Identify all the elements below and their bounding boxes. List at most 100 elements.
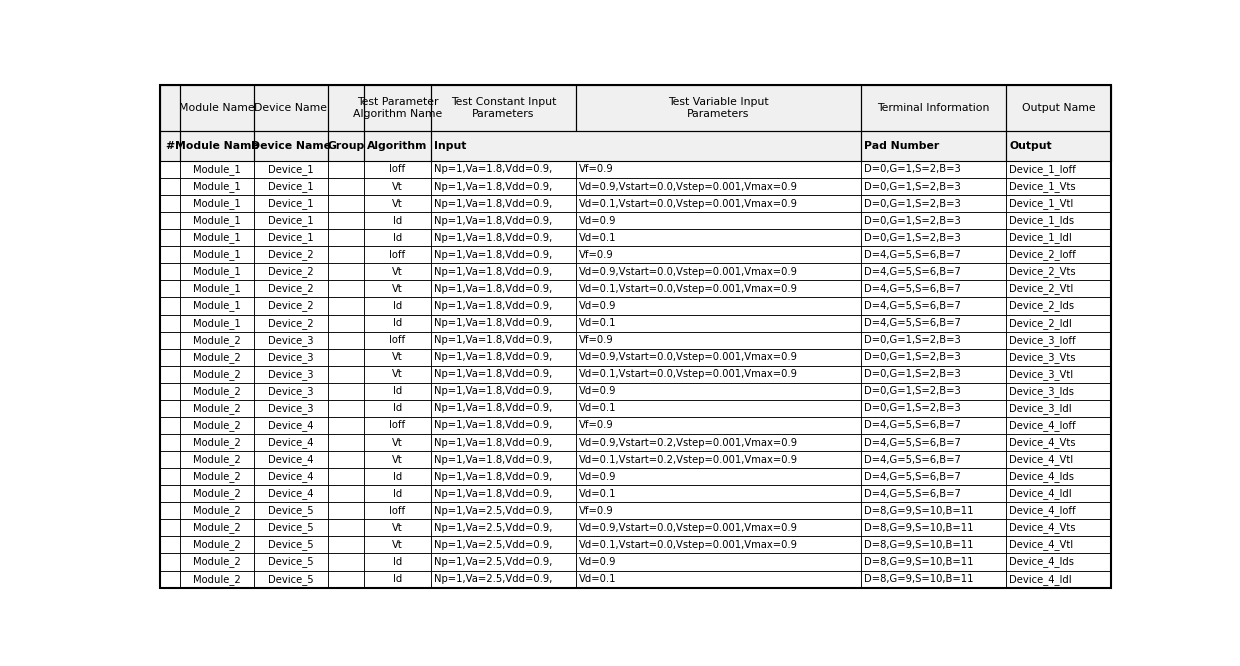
Bar bbox=[1006, 571, 1111, 587]
Bar bbox=[861, 571, 1006, 587]
Bar bbox=[181, 366, 254, 383]
Bar bbox=[254, 434, 327, 451]
Text: D=8,G=9,S=10,B=11: D=8,G=9,S=10,B=11 bbox=[864, 574, 973, 584]
Text: Id: Id bbox=[393, 216, 402, 226]
Bar bbox=[365, 417, 430, 434]
Bar bbox=[160, 519, 181, 536]
Text: Np=1,Va=1.8,Vdd=0.9,: Np=1,Va=1.8,Vdd=0.9, bbox=[434, 489, 552, 499]
Bar bbox=[430, 263, 577, 280]
Bar bbox=[577, 314, 861, 332]
Bar bbox=[254, 468, 327, 486]
Bar bbox=[430, 536, 577, 553]
Bar bbox=[1006, 280, 1111, 298]
Text: Module_1: Module_1 bbox=[193, 198, 241, 209]
Bar bbox=[365, 451, 430, 468]
Bar bbox=[1006, 263, 1111, 280]
Bar bbox=[861, 400, 1006, 417]
Text: Device_4_Ioff: Device_4_Ioff bbox=[1009, 505, 1075, 516]
Bar bbox=[254, 195, 327, 212]
Bar bbox=[430, 229, 577, 246]
Bar bbox=[254, 383, 327, 400]
Bar bbox=[577, 417, 861, 434]
Bar bbox=[181, 131, 254, 161]
Text: D=8,G=9,S=10,B=11: D=8,G=9,S=10,B=11 bbox=[864, 540, 973, 550]
Bar bbox=[181, 519, 254, 536]
Bar bbox=[327, 195, 365, 212]
Bar bbox=[1006, 85, 1111, 131]
Text: Device_5: Device_5 bbox=[268, 573, 314, 585]
Bar bbox=[365, 246, 430, 263]
Text: Device_4: Device_4 bbox=[268, 437, 314, 448]
Bar bbox=[181, 519, 254, 536]
Bar bbox=[327, 161, 365, 178]
Bar bbox=[254, 195, 327, 212]
Bar bbox=[181, 212, 254, 229]
Bar bbox=[365, 280, 430, 298]
Bar bbox=[430, 195, 577, 212]
Bar bbox=[327, 131, 365, 161]
Text: Module_1: Module_1 bbox=[193, 318, 241, 328]
Bar bbox=[577, 298, 861, 314]
Bar bbox=[577, 332, 861, 349]
Bar bbox=[577, 229, 861, 246]
Text: Vd=0.1: Vd=0.1 bbox=[579, 232, 616, 242]
Text: Device Name: Device Name bbox=[250, 141, 331, 151]
Bar bbox=[327, 263, 365, 280]
Bar bbox=[1006, 178, 1111, 195]
Text: Device_4_Idl: Device_4_Idl bbox=[1009, 488, 1071, 500]
Text: D=0,G=1,S=2,B=3: D=0,G=1,S=2,B=3 bbox=[864, 404, 961, 414]
Bar bbox=[1006, 195, 1111, 212]
Bar bbox=[861, 434, 1006, 451]
Bar bbox=[181, 229, 254, 246]
Bar bbox=[254, 298, 327, 314]
Bar bbox=[254, 434, 327, 451]
Bar bbox=[365, 85, 430, 131]
Bar bbox=[577, 434, 861, 451]
Bar bbox=[577, 263, 861, 280]
Bar bbox=[430, 434, 577, 451]
Text: Module_1: Module_1 bbox=[193, 181, 241, 192]
Bar bbox=[1006, 246, 1111, 263]
Bar bbox=[327, 212, 365, 229]
Bar bbox=[160, 383, 181, 400]
Bar bbox=[577, 314, 861, 332]
Text: D=4,G=5,S=6,B=7: D=4,G=5,S=6,B=7 bbox=[864, 489, 961, 499]
Text: D=0,G=1,S=2,B=3: D=0,G=1,S=2,B=3 bbox=[864, 182, 961, 192]
Bar bbox=[160, 178, 181, 195]
Text: D=0,G=1,S=2,B=3: D=0,G=1,S=2,B=3 bbox=[864, 232, 961, 242]
Bar bbox=[181, 571, 254, 587]
Bar bbox=[861, 298, 1006, 314]
Bar bbox=[160, 366, 181, 383]
Bar bbox=[327, 400, 365, 417]
Text: Module_1: Module_1 bbox=[193, 249, 241, 260]
Bar bbox=[365, 263, 430, 280]
Text: Np=1,Va=1.8,Vdd=0.9,: Np=1,Va=1.8,Vdd=0.9, bbox=[434, 420, 552, 430]
Text: Np=1,Va=1.8,Vdd=0.9,: Np=1,Va=1.8,Vdd=0.9, bbox=[434, 250, 552, 260]
Text: Vf=0.9: Vf=0.9 bbox=[579, 165, 614, 174]
Bar bbox=[254, 349, 327, 366]
Bar bbox=[181, 536, 254, 553]
Bar bbox=[160, 263, 181, 280]
Bar bbox=[861, 314, 1006, 332]
Text: Device Name: Device Name bbox=[254, 103, 327, 113]
Text: Module Name: Module Name bbox=[180, 103, 255, 113]
Text: Vd=0.1: Vd=0.1 bbox=[579, 489, 616, 499]
Text: Device_2: Device_2 bbox=[268, 266, 314, 277]
Bar bbox=[365, 417, 430, 434]
Text: Vd=0.1: Vd=0.1 bbox=[579, 318, 616, 328]
Text: Vt: Vt bbox=[392, 455, 403, 465]
Text: Module_2: Module_2 bbox=[193, 522, 241, 533]
Text: Vd=0.9,Vstart=0.2,Vstep=0.001,Vmax=0.9: Vd=0.9,Vstart=0.2,Vstep=0.001,Vmax=0.9 bbox=[579, 438, 799, 448]
Bar bbox=[430, 212, 577, 229]
Bar bbox=[1006, 212, 1111, 229]
Bar bbox=[577, 486, 861, 502]
Text: Id: Id bbox=[393, 472, 402, 482]
Bar bbox=[430, 195, 577, 212]
Bar bbox=[430, 131, 861, 161]
Bar bbox=[181, 178, 254, 195]
Text: D=4,G=5,S=6,B=7: D=4,G=5,S=6,B=7 bbox=[864, 284, 961, 294]
Text: Ioff: Ioff bbox=[389, 505, 405, 515]
Bar bbox=[1006, 468, 1111, 486]
Bar bbox=[160, 553, 181, 571]
Text: Device_3_Ioff: Device_3_Ioff bbox=[1009, 335, 1075, 346]
